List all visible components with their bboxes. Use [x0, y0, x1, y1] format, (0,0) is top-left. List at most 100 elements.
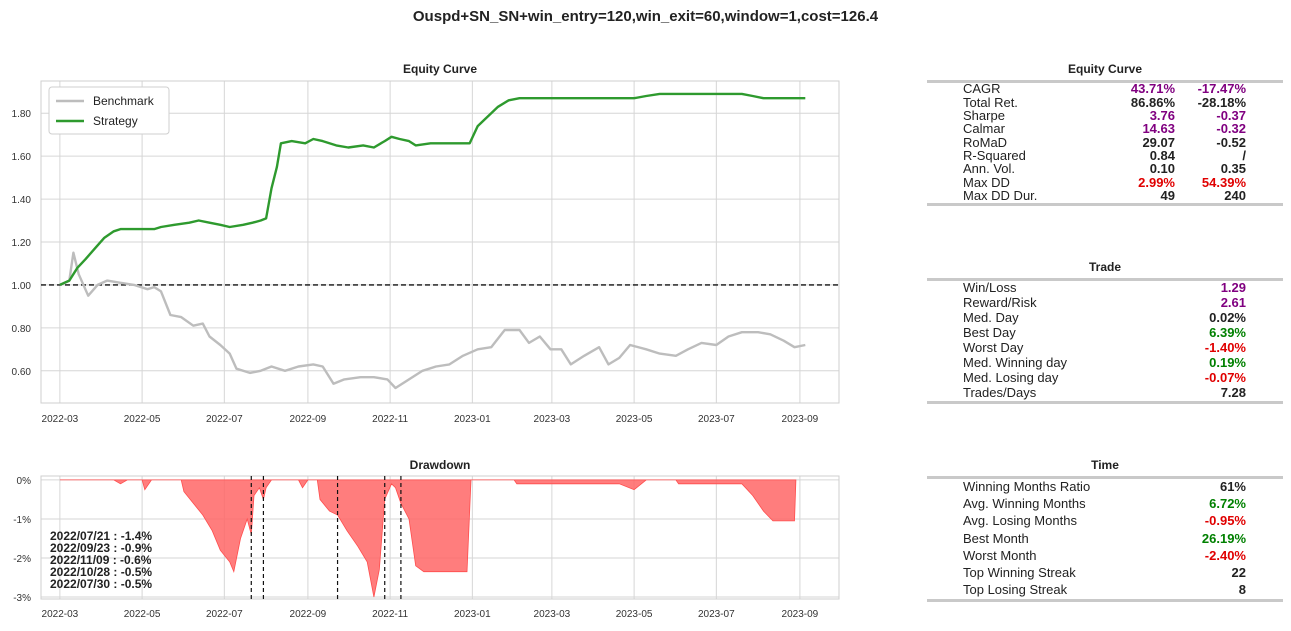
- x-tick-label: 2022-11: [372, 609, 408, 620]
- table-row-label: Med. Losing day: [963, 370, 1059, 385]
- x-tick-label: 2022-09: [290, 414, 327, 425]
- table-row-value-benchmark: -28.18%: [1197, 94, 1246, 110]
- y-tick-label: 0%: [17, 476, 32, 487]
- x-tick-label: 2022-07: [206, 609, 243, 620]
- table-row-value-benchmark: 0.35: [1220, 161, 1246, 177]
- table-row-value: 29.07: [1142, 134, 1175, 150]
- y-tick-label: 0.60: [12, 367, 32, 378]
- table-row-value: 86.86%: [1130, 94, 1175, 110]
- y-tick-label: -3%: [13, 593, 31, 604]
- table-row-value: 0.02%: [1209, 310, 1246, 325]
- x-tick-label: 2022-05: [124, 414, 161, 425]
- table-row-label: Worst Day: [963, 340, 1024, 355]
- table-row-value: -0.07%: [1204, 370, 1246, 385]
- x-tick-label: 2023-05: [616, 609, 653, 620]
- legend-label-strategy: Strategy: [93, 114, 138, 128]
- table-row-value: 7.28: [1220, 385, 1246, 400]
- stats-table-trade: Trade Win/Loss 1.29 Reward/Risk 2.61 Med. Da…: [927, 258, 1283, 408]
- table-row-value-benchmark: 240: [1224, 187, 1246, 203]
- x-tick-label: 2023-03: [534, 609, 571, 620]
- table-row-label: Best Month: [963, 530, 1029, 546]
- table-row-label: Max DD Dur.: [963, 187, 1038, 203]
- x-tick-label: 2022-09: [290, 609, 327, 620]
- table-row-value: -2.40%: [1204, 547, 1246, 563]
- table-row-label: Sharpe: [963, 107, 1005, 123]
- table-row-value: 8: [1238, 581, 1246, 597]
- table-row-value: 26.19%: [1201, 530, 1246, 546]
- table-row-label: Avg. Winning Months: [963, 496, 1086, 512]
- x-tick-label: 2023-07: [698, 414, 735, 425]
- y-tick-label: 1.00: [12, 281, 32, 292]
- table-bottom-rule: [927, 203, 1283, 206]
- table-row-value-benchmark: -17.47%: [1197, 81, 1246, 97]
- table-top-rule: [927, 278, 1283, 281]
- x-tick-label: 2023-07: [698, 609, 735, 620]
- drawdown-annotations: 2022/07/21 : -1.4%2022/09/23 : -0.9%2022…: [50, 529, 152, 591]
- x-tick-label: 2023-01: [454, 609, 491, 620]
- table-row-value-benchmark: -0.32: [1216, 121, 1246, 137]
- table-row-value: 61%: [1219, 479, 1246, 495]
- table-row-value-benchmark: -0.37: [1216, 107, 1246, 123]
- y-tick-label: 1.80: [12, 109, 32, 120]
- table-title-equity: Equity Curve: [1067, 62, 1142, 76]
- x-tick-label: 2022-11: [372, 414, 408, 425]
- table-row-value: 1.29: [1220, 280, 1246, 295]
- table-row-label: Total Ret.: [963, 94, 1018, 110]
- x-tick-label: 2023-03: [534, 414, 571, 425]
- x-tick-label: 2022-07: [206, 414, 243, 425]
- drawdown-area: [59, 479, 797, 598]
- x-tick-label: 2023-01: [454, 414, 491, 425]
- table-row-value: 2.61: [1220, 295, 1246, 310]
- table-row-label: Top Winning Streak: [963, 564, 1076, 580]
- stats-table-equity: Equity Curve CAGR 43.71% -17.47% Total Ret.…: [927, 60, 1283, 210]
- table-row-value-benchmark: 54.39%: [1201, 174, 1246, 190]
- table-row-value: 2.99%: [1138, 174, 1175, 190]
- plot-frame: [40, 80, 840, 404]
- table-row-value: 22: [1231, 564, 1246, 580]
- table-row-label: Ann. Vol.: [963, 161, 1016, 177]
- x-tick-label: 2023-09: [782, 609, 819, 620]
- y-tick-label: 1.20: [12, 238, 32, 249]
- y-tick-label: 1.40: [12, 195, 32, 206]
- legend-label-benchmark: Benchmark: [93, 94, 155, 108]
- x-tick-label: 2022-03: [42, 609, 79, 620]
- drawdown-chart: 2022-03 2022-05 2022-07 2022-09 2022-11 2023-…: [13, 475, 840, 620]
- table-row-label: Top Losing Streak: [963, 581, 1068, 597]
- table-row-value: 0.19%: [1209, 355, 1246, 370]
- y-tick-label: 1.60: [12, 152, 32, 163]
- table-row-label: Win/Loss: [963, 280, 1017, 295]
- x-tick-label: 2022-03: [42, 414, 79, 425]
- table-bottom-rule: [927, 599, 1283, 602]
- x-tick-label: 2023-09: [782, 414, 819, 425]
- table-row-value: -0.95%: [1204, 513, 1246, 529]
- drawdown-annotation: 2022/07/30 : -0.5%: [50, 577, 152, 591]
- table-row-value: 43.71%: [1130, 81, 1175, 97]
- drawdown-annotation: 2022/11/09 : -0.6%: [50, 553, 152, 567]
- y-tick-label: -2%: [13, 554, 31, 565]
- table-bottom-rule: [927, 401, 1283, 404]
- series-line-benchmark: [59, 251, 806, 390]
- table-top-rule: [927, 476, 1283, 479]
- table-row-value: 6.72%: [1209, 496, 1246, 512]
- table-title-time: Time: [1091, 458, 1119, 472]
- table-row-label: Reward/Risk: [963, 295, 1037, 310]
- table-row-label: R-Squared: [963, 147, 1026, 163]
- table-row-value: 49: [1160, 187, 1175, 203]
- table-row-value-benchmark: -0.52: [1216, 134, 1246, 150]
- table-row-label: CAGR: [963, 81, 1001, 97]
- table-row-value: 6.39%: [1209, 325, 1246, 340]
- x-tick-label: 2022-05: [124, 609, 161, 620]
- y-tick-label: -1%: [13, 515, 31, 526]
- stats-table-time: Time Winning Months Ratio 61% Avg. Winning…: [927, 456, 1283, 606]
- drawdown-annotation: 2022/09/23 : -0.9%: [50, 541, 152, 555]
- plot-frame: [40, 475, 840, 600]
- table-row-value-benchmark: /: [1242, 147, 1246, 163]
- table-row-label: Calmar: [963, 121, 1005, 137]
- figure-title: Ouspd+SN_SN+win_entry=120,win_exit=60,wi…: [412, 8, 879, 25]
- equity-plot-title: Equity Curve: [402, 62, 477, 76]
- table-row-label: Best Day: [963, 325, 1016, 340]
- y-tick-label: 0.80: [12, 324, 32, 335]
- equity-curve-chart: 2022-03 2022-05 2022-07 2022-09 2022-11 2023-…: [12, 80, 840, 425]
- table-row-label: Max DD: [963, 174, 1010, 190]
- x-tick-label: 2023-05: [616, 414, 653, 425]
